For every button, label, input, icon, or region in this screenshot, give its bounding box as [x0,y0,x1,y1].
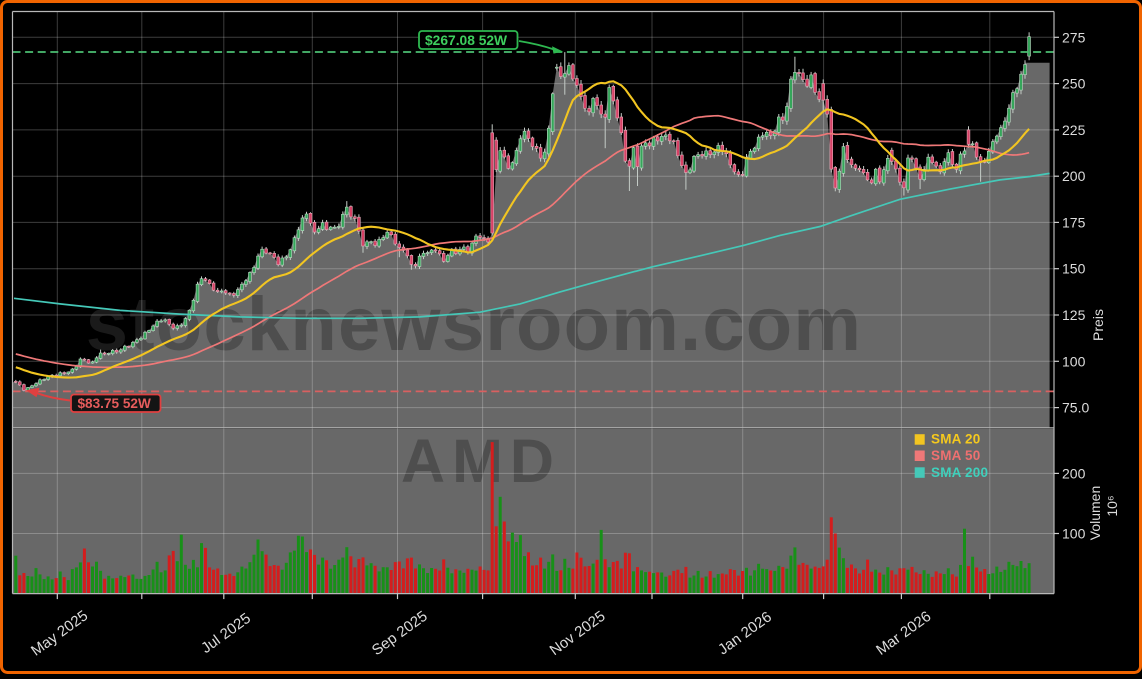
svg-text:275: 275 [1062,29,1086,45]
svg-text:$267.08 52W: $267.08 52W [425,33,508,48]
svg-text:$83.75 52W: $83.75 52W [78,396,151,411]
svg-text:200: 200 [1062,465,1086,481]
svg-text:stocknewsroom.com: stocknewsroom.com [86,282,862,367]
svg-text:100: 100 [1062,526,1086,542]
svg-text:AMD: AMD [401,427,561,495]
svg-text:225: 225 [1062,122,1086,138]
svg-text:10⁶: 10⁶ [1104,495,1120,516]
svg-text:75.0: 75.0 [1062,400,1089,416]
svg-text:125: 125 [1062,307,1086,323]
svg-text:SMA 20: SMA 20 [931,432,980,447]
svg-text:175: 175 [1062,214,1086,230]
svg-text:200: 200 [1062,168,1086,184]
svg-text:Preis: Preis [1090,309,1106,341]
svg-text:250: 250 [1062,76,1086,92]
svg-text:100: 100 [1062,353,1086,369]
svg-text:Volumen: Volumen [1087,486,1103,540]
svg-text:150: 150 [1062,261,1086,277]
svg-text:SMA 50: SMA 50 [931,448,980,463]
svg-text:SMA 200: SMA 200 [931,465,988,480]
